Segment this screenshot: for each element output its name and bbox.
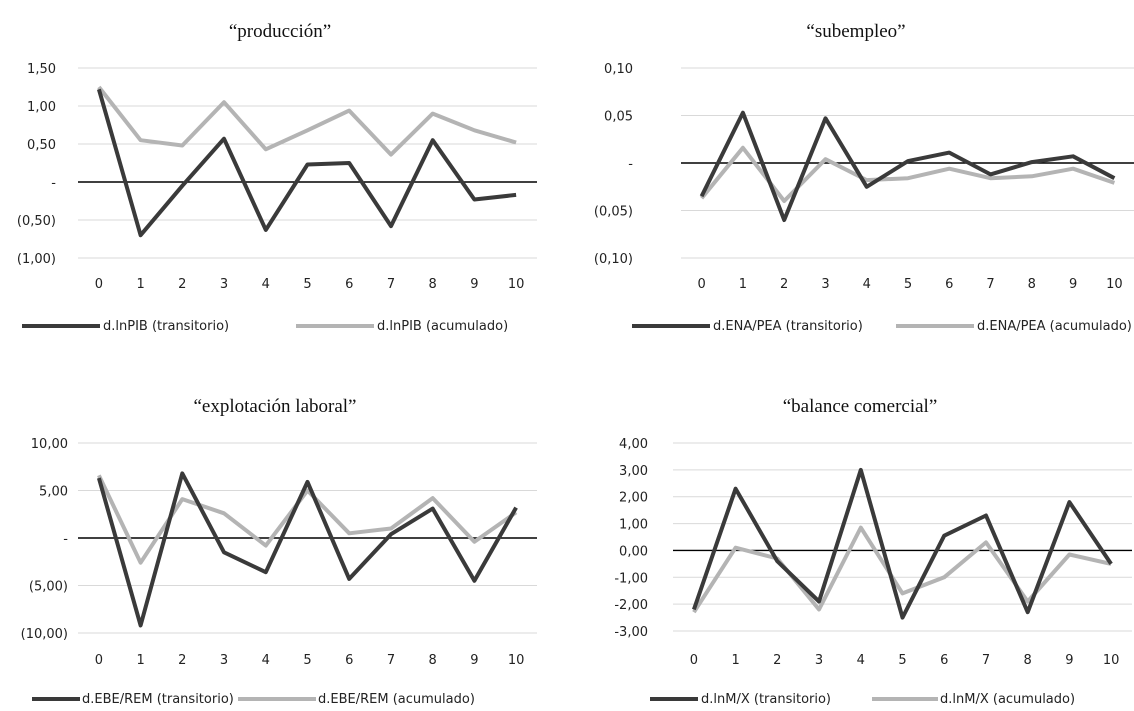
x-tick-label: 8 — [429, 277, 437, 292]
series-line-transitorio — [96, 88, 517, 238]
series-line-acumulado — [692, 525, 1112, 614]
legend-label: d.ENA/PEA (transitorio) — [713, 319, 863, 334]
x-tick-label: 8 — [429, 653, 437, 668]
x-tick-label: 7 — [982, 653, 990, 668]
x-tick-label: 9 — [470, 277, 478, 292]
series-line-acumulado — [97, 85, 517, 157]
x-tick-label: 5 — [303, 277, 311, 292]
x-tick-label: 8 — [1024, 653, 1032, 668]
x-tick-label: 10 — [1103, 653, 1120, 668]
x-tick-label: 9 — [1069, 277, 1077, 292]
x-tick-label: 9 — [1065, 653, 1073, 668]
x-tick-label: 4 — [863, 277, 871, 292]
x-tick-label: 6 — [945, 277, 953, 292]
x-tick-label: 0 — [95, 653, 103, 668]
chart-panel-2: “explotación laboral” 10,00 5,00 - (5,00) (10… — [21, 396, 537, 707]
y-tick-label: -1,00 — [614, 571, 648, 586]
x-tick-label: 0 — [95, 277, 103, 292]
x-tick-label: 7 — [387, 653, 395, 668]
x-tick-label: 6 — [345, 653, 353, 668]
y-tick-label: 5,00 — [39, 485, 68, 500]
x-tick-label: 0 — [690, 653, 698, 668]
x-tick-label: 2 — [780, 277, 788, 292]
x-tick-label: 3 — [220, 653, 228, 668]
x-tick-label: 1 — [136, 653, 144, 668]
chart-title: “producción” — [229, 21, 331, 42]
legend-label: d.EBE/REM (acumulado) — [318, 692, 475, 707]
y-tick-label: 2,00 — [619, 491, 648, 506]
x-tick-label: 10 — [508, 653, 525, 668]
y-tick-label: (0,05) — [594, 205, 633, 220]
legend-label: d.ENA/PEA (acumulado) — [977, 319, 1132, 334]
x-tick-label: 3 — [815, 653, 823, 668]
x-tick-label: 9 — [470, 653, 478, 668]
series-line-transitorio — [96, 471, 518, 628]
x-tick-label: 5 — [303, 653, 311, 668]
chart-panel-1: “subempleo” 0,10 0,05 - (0,05) (0,10) 0 1 2 3 4 5 6 7… — [594, 21, 1134, 334]
x-tick-label: 5 — [904, 277, 912, 292]
y-tick-label: (5,00) — [29, 580, 68, 595]
x-tick-label: 2 — [178, 277, 186, 292]
y-tick-label: (0,50) — [17, 214, 56, 229]
y-tick-label: -3,00 — [614, 625, 648, 640]
series-line-acumulado — [700, 145, 1116, 203]
x-tick-label: 4 — [262, 277, 270, 292]
y-tick-label: - — [51, 176, 56, 191]
y-tick-label: - — [628, 157, 633, 172]
x-tick-label: 1 — [739, 277, 747, 292]
y-tick-label: 10,00 — [31, 437, 68, 452]
x-tick-label: 10 — [1106, 277, 1123, 292]
chart-title: “subempleo” — [806, 21, 905, 42]
y-tick-label: -2,00 — [614, 598, 648, 613]
x-tick-label: 2 — [773, 653, 781, 668]
chart-title: “balance comercial” — [783, 396, 938, 417]
legend-label: d.lnM/X (transitorio) — [701, 692, 831, 707]
x-tick-label: 1 — [731, 653, 739, 668]
y-tick-label: 4,00 — [619, 437, 648, 452]
x-tick-label: 0 — [697, 277, 705, 292]
x-tick-label: 8 — [1028, 277, 1036, 292]
y-tick-label: 1,00 — [27, 100, 56, 115]
y-tick-label: 0,00 — [619, 544, 648, 559]
legend-label: d.EBE/REM (transitorio) — [82, 692, 234, 707]
y-tick-label: 0,10 — [604, 62, 633, 77]
y-tick-label: - — [63, 532, 68, 547]
x-tick-label: 1 — [136, 277, 144, 292]
chart-title: “explotación laboral” — [193, 396, 356, 417]
x-tick-label: 4 — [262, 653, 270, 668]
x-tick-label: 7 — [986, 277, 994, 292]
x-tick-label: 5 — [898, 653, 906, 668]
x-tick-label: 3 — [220, 277, 228, 292]
chart-panel-0: “producción” 1,50 1,00 0,50 - (0,50) (1,00) 0 1 2… — [17, 21, 537, 334]
y-tick-label: 1,50 — [27, 62, 56, 77]
x-tick-label: 6 — [940, 653, 948, 668]
legend-label: d.lnPIB (transitorio) — [103, 319, 229, 334]
x-tick-label: 6 — [345, 277, 353, 292]
y-tick-label: (1,00) — [17, 252, 56, 267]
chart-panel-3: “balance comercial” 4,00 3,00 2,00 1,00 0,00 -… — [614, 396, 1132, 707]
x-tick-label: 7 — [387, 277, 395, 292]
x-tick-label: 2 — [178, 653, 186, 668]
series-line-transitorio — [692, 467, 1113, 620]
series-line-transitorio — [699, 110, 1116, 222]
legend-label: d.lnPIB (acumulado) — [377, 319, 508, 334]
x-tick-label: 3 — [821, 277, 829, 292]
y-tick-label: 0,50 — [27, 138, 56, 153]
y-tick-label: (0,10) — [594, 252, 633, 267]
y-tick-label: 1,00 — [619, 518, 648, 533]
y-tick-label: 0,05 — [604, 110, 633, 125]
y-tick-label: (10,00) — [21, 627, 68, 642]
x-tick-label: 10 — [508, 277, 525, 292]
x-tick-label: 4 — [857, 653, 865, 668]
legend-label: d.lnM/X (acumulado) — [940, 692, 1075, 707]
y-tick-label: 3,00 — [619, 464, 648, 479]
